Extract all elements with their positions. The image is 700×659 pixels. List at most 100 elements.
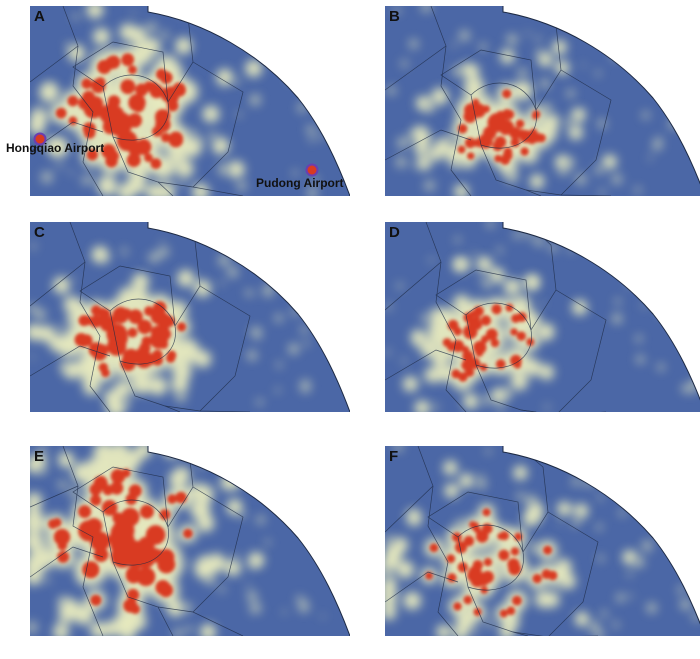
hotspot-core [507,558,520,571]
hotspot-core [506,606,516,616]
district-boundary [102,499,169,566]
faint-hotspot [599,188,606,195]
faint-hotspot [341,474,348,481]
district-boundary [525,189,612,196]
hotspot-core [482,508,491,517]
faint-hotspot [458,30,471,42]
pudong-airport-label: Pudong Airport [256,176,344,190]
hotspot-core [101,143,116,159]
faint-hotspot [160,30,170,40]
hotspot-core [158,320,167,330]
hotspot-core [132,99,145,113]
faint-hotspot [639,260,652,273]
hotspot-halo [216,68,234,86]
hotspot-core [95,77,106,88]
hotspot-core [107,95,121,108]
hotspot-halo [410,329,426,345]
hotspot-core [164,316,176,327]
faint-hotspot [451,42,457,48]
hotspot-halo [568,125,583,140]
faint-hotspot [541,102,553,114]
faint-hotspot [581,63,586,68]
hotspot-core [470,521,480,531]
faint-hotspot [245,583,250,588]
faint-hotspot [680,598,692,611]
faint-hotspot [482,279,493,289]
faint-hotspot [303,340,310,347]
hotspot-core [114,327,124,337]
hotspot-halo [121,450,142,470]
hotspot-core [510,328,518,336]
faint-hotspot [424,180,435,191]
faint-hotspot [666,238,676,248]
hotspot-core [128,65,137,75]
hotspot-halo [132,273,150,290]
hotspot-core [130,604,140,614]
district-boundary [385,129,472,161]
faint-hotspot [408,39,419,49]
district-boundary [385,571,459,603]
heatmap-svg [385,222,700,412]
faint-hotspot [554,583,562,591]
faint-hotspot [567,8,574,14]
faint-hotspot [681,383,691,394]
hotspot-halo [513,295,531,314]
district-boundaries [30,446,244,636]
faint-hotspot [393,446,404,452]
faint-hotspot [618,509,626,517]
faint-hotspot [334,66,344,76]
faint-hotspot [311,176,319,184]
faint-hotspot [627,474,635,483]
hotspot-core [121,509,135,524]
faint-hotspot [451,66,463,77]
hotspot-halo [248,552,265,569]
faint-hotspot [575,173,587,185]
hotspot-halo [572,299,588,316]
panel-label-c: C [34,224,45,241]
hotspot-halo [505,278,521,294]
faint-hotspot [632,9,644,21]
heatmap-svg [385,6,700,196]
faint-hotspot [626,570,633,577]
hotspot-core [490,338,500,348]
hotspot-halo [416,155,432,171]
district-boundary [164,405,251,412]
hotspot-halo [415,96,431,111]
district-boundary [192,61,244,188]
hotspot-core [464,367,475,377]
hotspot-halo [420,340,438,358]
district-boundary [547,511,599,636]
coastline [147,446,350,636]
hotspot-halo [463,393,479,409]
hotspot-halo [571,107,586,123]
hotspot-halo [175,37,193,55]
hotspot-halo [527,502,543,518]
hotspot-core [473,315,481,323]
district-boundary [440,49,537,111]
faint-hotspot [431,403,439,411]
map-panel-d: D [385,222,700,412]
hotspot-halo [114,380,132,398]
faint-hotspot [588,621,601,633]
hotspot-core [96,316,106,327]
faint-hotspot [641,540,653,552]
hotspot-core [110,469,126,484]
hotspot-halo [63,361,81,379]
faint-hotspot [655,136,663,144]
hotspot-halo [118,623,136,636]
coastline [502,222,700,401]
district-boundary [385,261,442,311]
hotspot-core [150,158,162,170]
district-boundary [30,261,86,307]
faint-hotspot [30,354,35,359]
hotspot-halo [560,573,576,589]
faint-hotspot [594,245,599,250]
hotspot-core [472,98,480,107]
faint-hotspot [313,42,322,51]
hotspot-halo [131,374,152,394]
hotspot-core [150,308,167,325]
faint-hotspot [395,156,407,168]
faint-hotspot [320,485,331,496]
hotspot-core [494,154,502,163]
hotspot-core [467,152,475,160]
